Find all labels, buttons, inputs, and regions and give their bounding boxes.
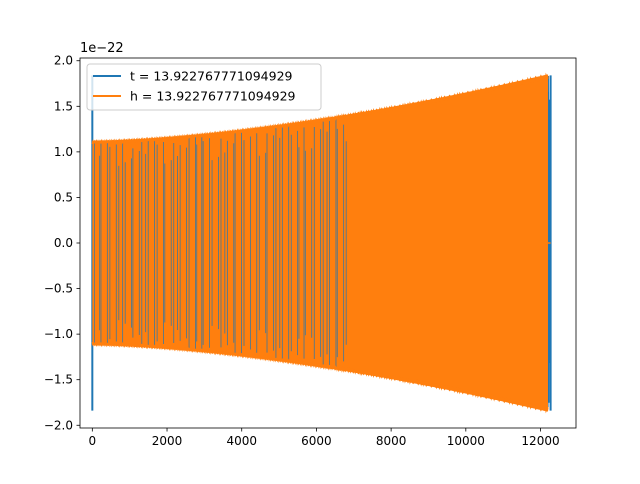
plot-area [91,72,552,414]
legend-label: t = 13.922767771094929 [130,69,293,84]
y-tick-label: −1.0 [44,327,73,341]
x-tick-label: 6000 [301,434,332,448]
y-tick-label: 2.0 [54,54,73,68]
y-tick-label: 1.5 [54,99,73,113]
x-tick-label: 4000 [226,434,257,448]
y-tick-label: −2.0 [44,418,73,432]
y-tick-label: 1.0 [54,145,73,159]
x-tick-label: 2000 [152,434,183,448]
series-h-lower-edge [91,340,549,414]
y-tick-label: −1.5 [44,373,73,387]
x-tick-label: 10000 [447,434,485,448]
x-tick-label: 8000 [376,434,407,448]
x-tick-label: 12000 [521,434,559,448]
axes: 0 2000 4000 6000 8000 10000 12000 −2.0 −1.5 −1.0 −… [44,54,577,448]
series-group [91,72,552,414]
legend: t = 13.922767771094929 h = 13.92276777109… [86,63,322,111]
y-tick-label: 0.5 [54,190,73,204]
y-tick-label: −0.5 [44,282,73,296]
series-h-upper-edge [91,72,549,146]
legend-box [86,63,322,111]
y-axis-offset-label: 1e−22 [80,41,124,56]
series-area-h [92,75,548,411]
legend-label: h = 13.922767771094929 [130,89,296,104]
x-tick-label: 0 [89,434,97,448]
y-tick-label: 0.0 [54,236,73,250]
